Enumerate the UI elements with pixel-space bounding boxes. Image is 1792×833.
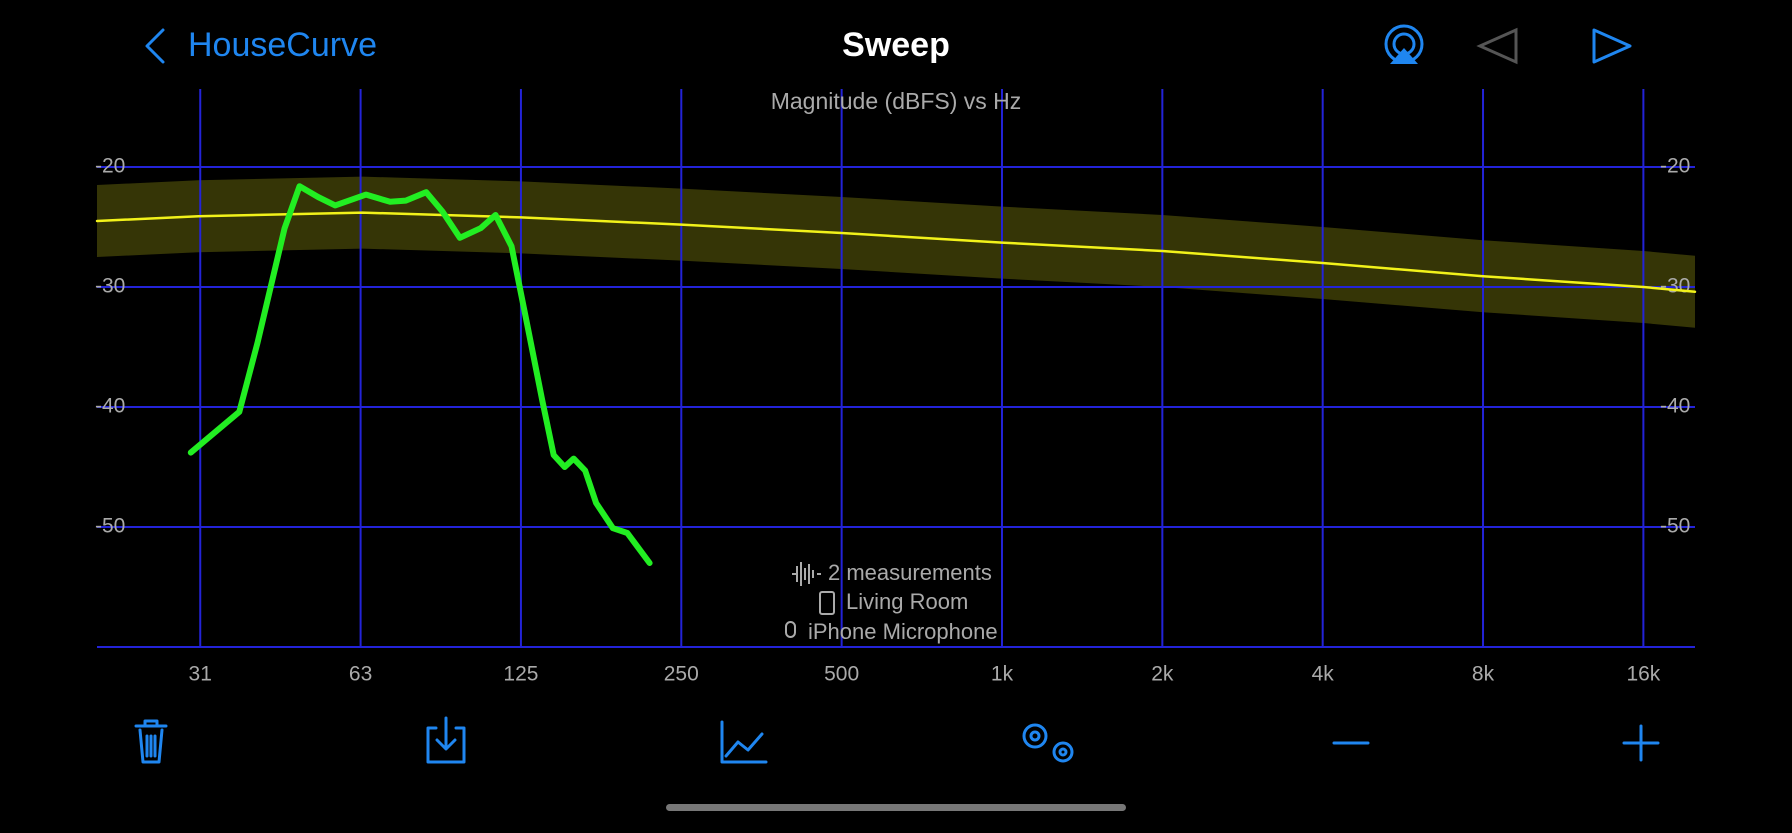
x-tick-label: 8k: [1472, 663, 1495, 686]
info-microphone: iPhone Microphone: [808, 619, 998, 644]
wave-icon: [792, 562, 821, 586]
series-line: [187, 183, 653, 566]
delete-button[interactable]: [134, 719, 168, 764]
plot: -20 -20 -30 -30 -40 -40 -50 -50 31 63 125 250 500 1k 2…: [95, 89, 1697, 686]
prev-button[interactable]: [1476, 27, 1518, 65]
nav-title: Sweep: [842, 26, 950, 64]
toolbar: [134, 716, 1660, 764]
y-tick-label-right: -20: [1660, 155, 1690, 178]
x-tick-label: 16k: [1626, 663, 1660, 686]
back-button[interactable]: HouseCurve: [188, 26, 377, 64]
y-tick-label: -20: [95, 155, 125, 178]
x-tick-label: 1k: [991, 663, 1014, 686]
x-tick-label: 63: [349, 663, 372, 686]
graph-button[interactable]: [720, 720, 768, 764]
settings-button[interactable]: [1022, 723, 1074, 763]
y-tick-label-right: -30: [1660, 275, 1690, 298]
info: 2 measurements Living Room iPhone Microp…: [785, 560, 998, 644]
y-tick-label: -50: [95, 515, 125, 538]
back-chevron[interactable]: [145, 28, 165, 64]
x-tick-label: 125: [503, 663, 538, 686]
speaker-icon: [819, 591, 835, 615]
zoom-in-button[interactable]: [1622, 724, 1660, 762]
chart-title: Magnitude (dBFS) vs Hz: [771, 88, 1022, 114]
play-button[interactable]: [1592, 28, 1632, 64]
y-tick-label-right: -50: [1660, 515, 1690, 538]
x-tick-label: 4k: [1312, 663, 1335, 686]
y-tick-label-right: -40: [1660, 395, 1690, 418]
y-tick-label: -30: [95, 275, 125, 298]
airplay-icon[interactable]: [1384, 24, 1424, 64]
x-tick-label: 2k: [1151, 663, 1174, 686]
x-tick-label: 250: [664, 663, 699, 686]
x-tick-label: 31: [189, 663, 212, 686]
mic-icon: [785, 621, 796, 638]
series-line: [95, 211, 1697, 294]
tolerance-band: [97, 176, 1695, 328]
x-tick-label: 500: [824, 663, 859, 686]
info-speaker: Living Room: [846, 589, 968, 614]
home-indicator: [666, 804, 1126, 811]
y-tick-label: -40: [95, 395, 125, 418]
info-measurements: 2 measurements: [828, 560, 992, 585]
export-button[interactable]: [426, 716, 466, 764]
